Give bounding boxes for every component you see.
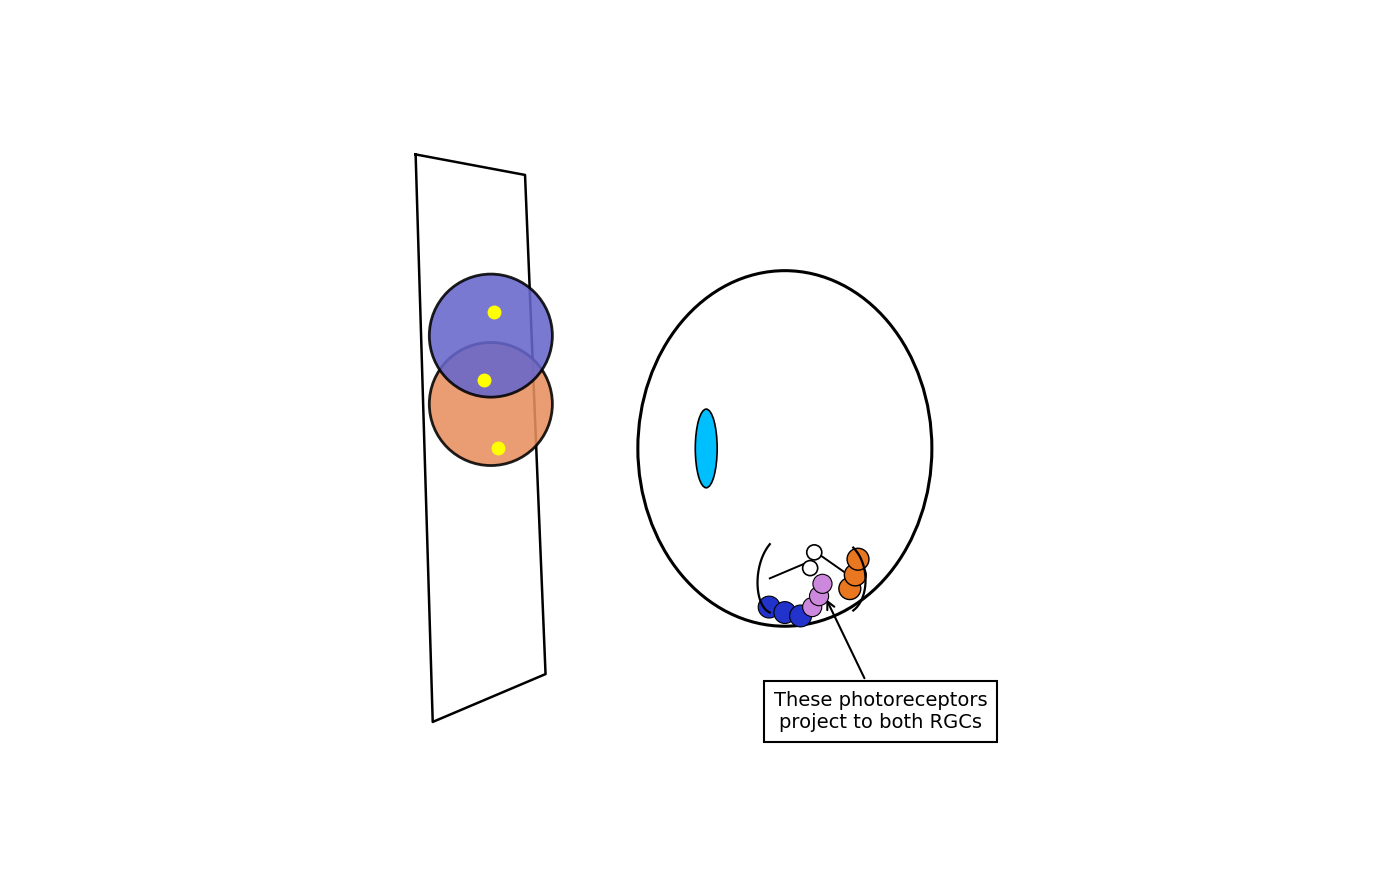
Circle shape [845,564,867,586]
Ellipse shape [696,409,717,488]
Circle shape [809,587,828,606]
Circle shape [430,343,553,465]
Circle shape [758,596,780,618]
Circle shape [774,601,796,623]
Circle shape [839,578,861,599]
Circle shape [806,545,821,560]
Ellipse shape [638,271,932,626]
Text: These photoreceptors
project to both RGCs: These photoreceptors project to both RGC… [774,601,988,733]
Circle shape [790,605,812,627]
Circle shape [802,598,821,616]
Circle shape [802,560,817,575]
Circle shape [847,548,870,570]
Circle shape [813,575,832,593]
Circle shape [430,274,553,397]
